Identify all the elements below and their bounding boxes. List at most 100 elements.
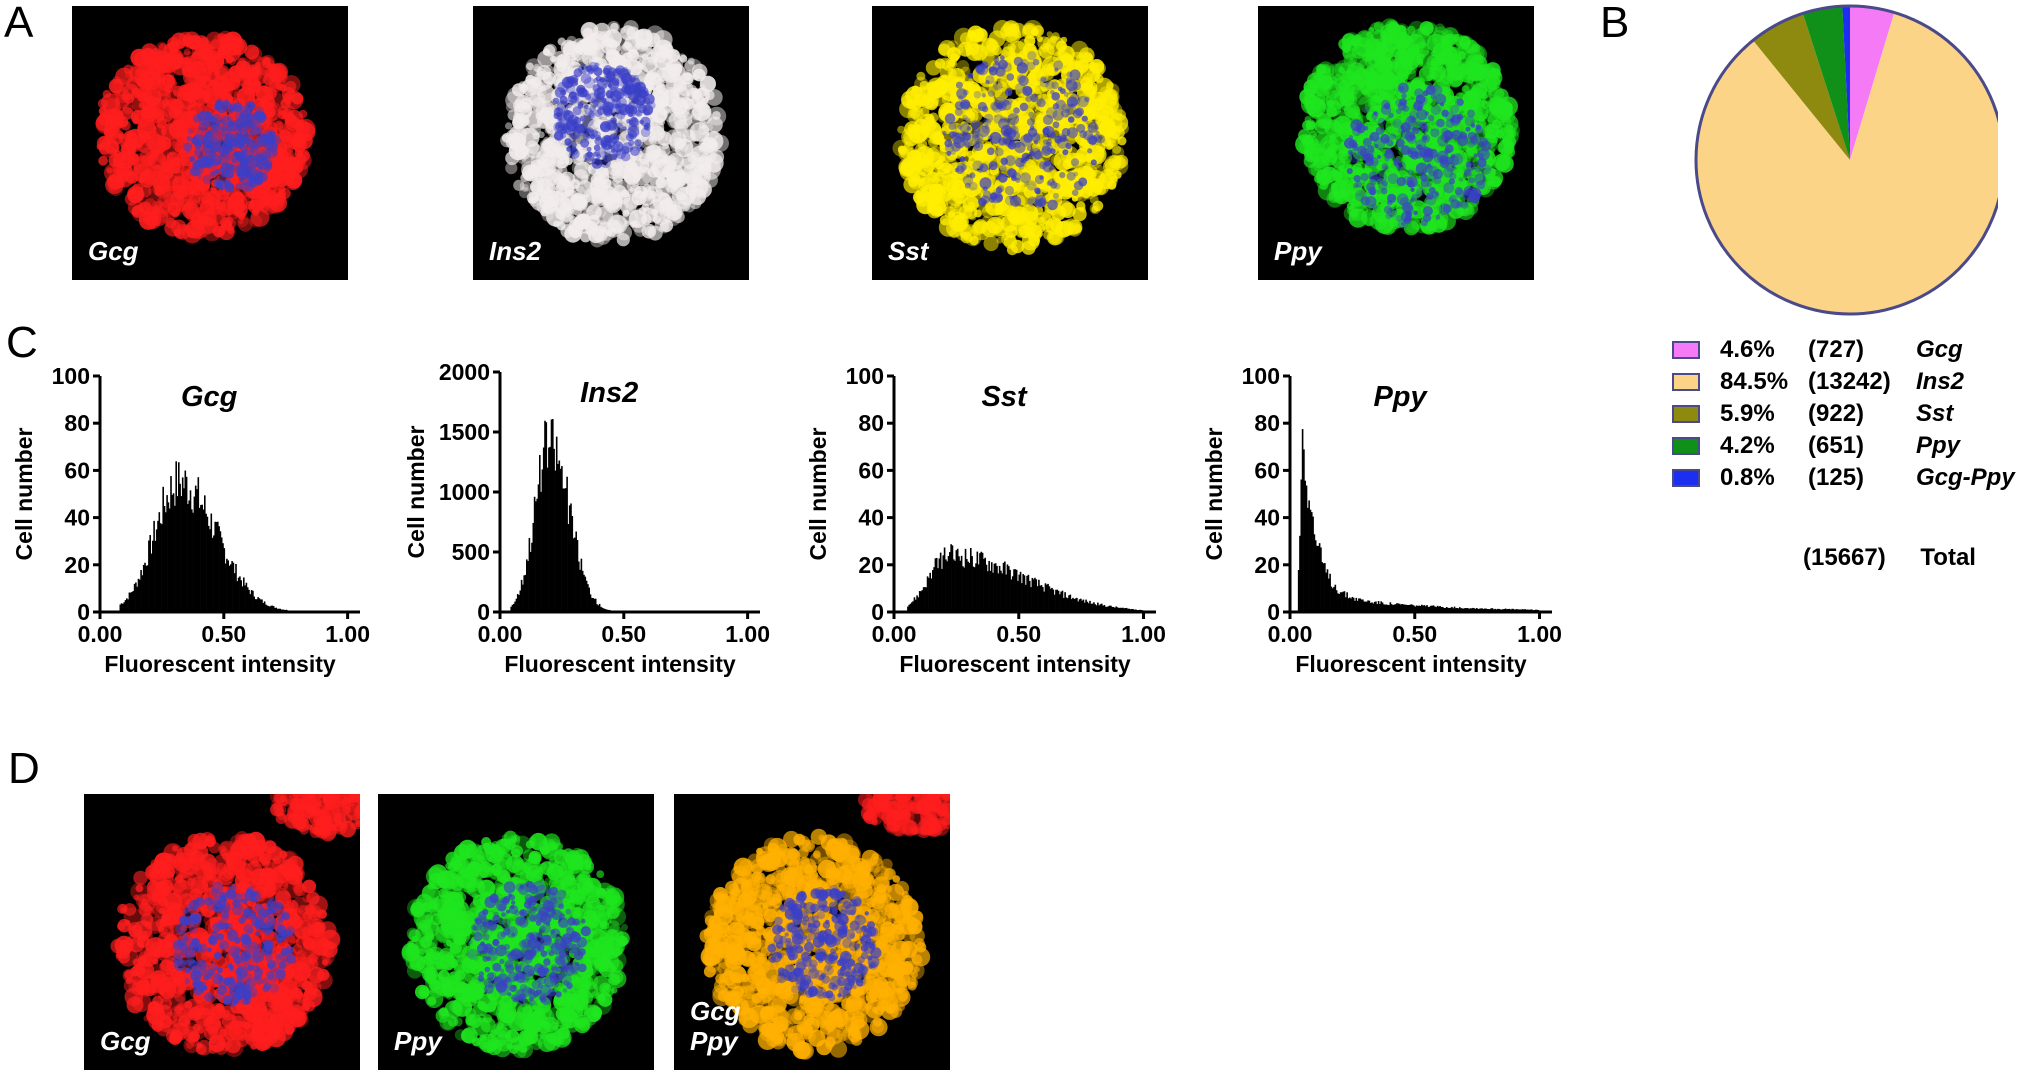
nucleus-blob	[172, 881, 296, 1007]
histogram-bar	[594, 598, 597, 612]
histogram-bar	[527, 561, 529, 612]
histogram-bar	[1435, 607, 1438, 612]
y-tick-label: 0	[1267, 599, 1280, 625]
histogram-bar	[1414, 606, 1417, 612]
histogram-bar	[1307, 507, 1309, 612]
histogram-bar	[1119, 607, 1121, 612]
histogram-bar	[165, 512, 167, 612]
histogram-bar	[596, 604, 598, 612]
histogram-bar	[188, 500, 190, 612]
histogram-bar	[220, 537, 223, 612]
legend-percent: 4.2%	[1720, 432, 1775, 459]
histogram-bar	[135, 582, 137, 612]
histogram-bar	[1447, 607, 1449, 612]
neighbor-blob	[269, 794, 360, 842]
histogram-bar	[1451, 606, 1453, 612]
histogram-bar	[241, 586, 244, 612]
legend-name: Gcg-Ppy	[1916, 464, 2015, 491]
histogram-bar	[1402, 604, 1405, 612]
histogram-bar	[1313, 534, 1316, 612]
histogram-bar	[1023, 575, 1026, 612]
y-tick-label: 0	[477, 599, 490, 625]
histogram-bar	[933, 567, 935, 612]
histogram-bar	[1418, 605, 1420, 612]
micrograph-a-ins2-image	[500, 20, 729, 248]
histogram-bar	[975, 563, 977, 612]
pie-outline	[1694, 4, 1998, 316]
histogram-bar	[567, 524, 570, 612]
histogram-bar	[1098, 605, 1100, 612]
histogram-bar	[540, 491, 542, 612]
histogram-bar	[1025, 584, 1027, 612]
histogram-bar	[1013, 569, 1015, 612]
histogram-bar	[1389, 602, 1392, 612]
histogram-bar	[1427, 606, 1430, 612]
histogram-bar	[984, 557, 986, 612]
histogram-bar	[938, 558, 941, 612]
histogram-bar	[549, 446, 551, 612]
histogram-bar	[176, 496, 179, 612]
legend-swatch	[1672, 373, 1700, 391]
histogram-bar	[133, 583, 136, 612]
histogram-bar	[516, 594, 519, 612]
micrograph-a-sst: Sst	[872, 6, 1148, 280]
histogram-bar	[566, 476, 568, 612]
histogram-bar	[1347, 598, 1350, 612]
histogram-bar	[969, 548, 972, 612]
histogram-bar	[570, 503, 572, 612]
histogram-bar	[546, 467, 549, 612]
histogram-bar	[528, 537, 531, 612]
histogram-bar	[949, 552, 951, 612]
histogram-bar	[951, 545, 954, 612]
histogram-bar	[1422, 605, 1424, 612]
histogram-bar	[1397, 603, 1400, 612]
histogram-bar	[197, 477, 200, 612]
histogram-bar	[992, 572, 994, 612]
histogram-bar	[1014, 569, 1017, 612]
histogram-bar	[1376, 604, 1379, 612]
histogram-bar	[554, 470, 557, 612]
histogram-bar	[571, 516, 574, 612]
histogram-bar	[1394, 604, 1397, 612]
histogram-bar	[1312, 516, 1314, 612]
histogram-bar	[539, 455, 541, 612]
histogram-bar	[1043, 591, 1045, 612]
histogram-bar	[155, 529, 158, 612]
histogram-bar	[1004, 561, 1006, 612]
histogram-bar	[152, 540, 154, 612]
histogram-bar	[1424, 606, 1427, 612]
histogram-bar	[561, 466, 563, 612]
histogram-bar	[1385, 604, 1388, 612]
y-tick-label: 60	[1254, 457, 1280, 483]
histogram-bar	[1398, 603, 1401, 612]
y-tick-label: 0	[77, 599, 90, 625]
histogram-bar	[930, 578, 933, 612]
histogram-bar	[1069, 594, 1072, 612]
histogram-bar	[1369, 602, 1372, 612]
histogram-bar	[1072, 597, 1074, 612]
histogram-bar	[994, 563, 997, 612]
histogram-bar	[194, 485, 197, 612]
histogram-bar	[146, 565, 149, 612]
histogram-bar	[924, 587, 926, 612]
histogram-bar	[979, 553, 981, 612]
nucleus-blob	[767, 885, 882, 1002]
histogram-bar	[1059, 594, 1061, 612]
histogram-bar	[1006, 564, 1009, 612]
histogram-bar	[1338, 593, 1341, 612]
x-axis-label: Fluorescent intensity	[504, 651, 736, 677]
histogram-bar	[1017, 580, 1019, 612]
histogram-bar	[246, 587, 249, 612]
histogram-bar	[911, 602, 913, 612]
histogram-bar	[1364, 601, 1367, 612]
legend-name: Gcg	[1916, 336, 1963, 363]
histogram-bar	[553, 448, 555, 612]
histogram-bar	[158, 512, 161, 612]
histogram-bar	[510, 606, 512, 612]
histogram-bar	[1465, 608, 1468, 612]
histogram-bar	[187, 503, 189, 612]
histogram-bar	[1111, 606, 1114, 612]
histogram-bar	[1503, 608, 1506, 612]
histogram-bar	[601, 607, 603, 612]
histogram-bar	[140, 570, 142, 612]
